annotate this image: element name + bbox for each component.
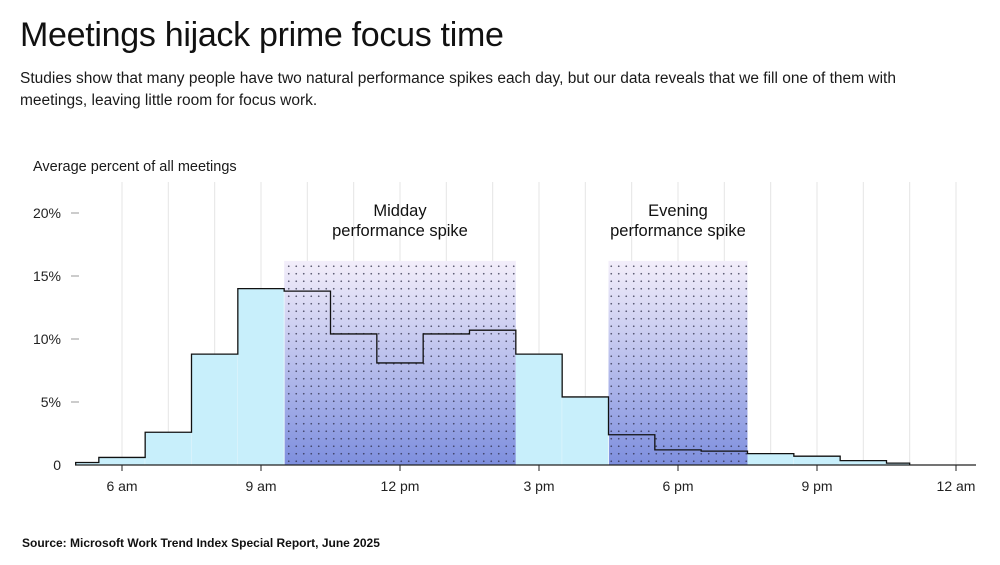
y-tick-label: 10% xyxy=(33,331,61,347)
page-title: Meetings hijack prime focus time xyxy=(20,16,504,54)
x-tick-label: 9 am xyxy=(245,478,276,494)
y-tick-label: 0 xyxy=(53,457,61,473)
x-tick-label: 6 pm xyxy=(662,478,693,494)
histogram-bar xyxy=(562,396,609,465)
histogram-bar xyxy=(191,354,238,465)
histogram-bar xyxy=(886,463,910,465)
highlight-regions xyxy=(284,260,748,465)
histogram-outline xyxy=(75,287,911,465)
axes: 0 5% 10% 15% 20% 6 am 9 am 12 pm 3 pm 6 pm 9 pm 12 … xyxy=(33,205,976,494)
histogram-bar xyxy=(747,453,794,465)
x-tick-label: 6 am xyxy=(106,478,137,494)
histogram-bar xyxy=(840,460,887,465)
histogram-bars xyxy=(75,287,911,465)
highlight-label-line2: performance spike xyxy=(332,222,468,240)
y-tick-label: 5% xyxy=(41,394,61,410)
x-tick-label: 9 pm xyxy=(801,478,832,494)
page-subtitle: Studies show that many people have two n… xyxy=(20,70,896,109)
highlight-label-line1: Evening xyxy=(648,202,708,220)
highlight-label-line1: Midday xyxy=(373,202,427,220)
x-tick-label: 12 am xyxy=(937,478,976,494)
histogram-bar xyxy=(145,432,192,465)
x-tick-label: 3 pm xyxy=(523,478,554,494)
histogram-bar xyxy=(793,456,841,465)
histogram-bar xyxy=(237,288,285,465)
histogram-bar xyxy=(98,457,146,465)
histogram-bar xyxy=(75,462,99,465)
x-tick-label: 12 pm xyxy=(381,478,420,494)
highlight-label-line2: performance spike xyxy=(610,222,746,240)
source-note: Source: Microsoft Work Trend Index Speci… xyxy=(22,536,380,550)
y-axis-label: Average percent of all meetings xyxy=(33,159,237,175)
histogram-bar xyxy=(515,354,563,465)
chart-labels: Midday performance spike Evening performanc… xyxy=(332,202,746,240)
highlight-dots xyxy=(608,260,748,465)
y-tick-label: 15% xyxy=(33,268,61,284)
y-tick-label: 20% xyxy=(33,205,61,221)
